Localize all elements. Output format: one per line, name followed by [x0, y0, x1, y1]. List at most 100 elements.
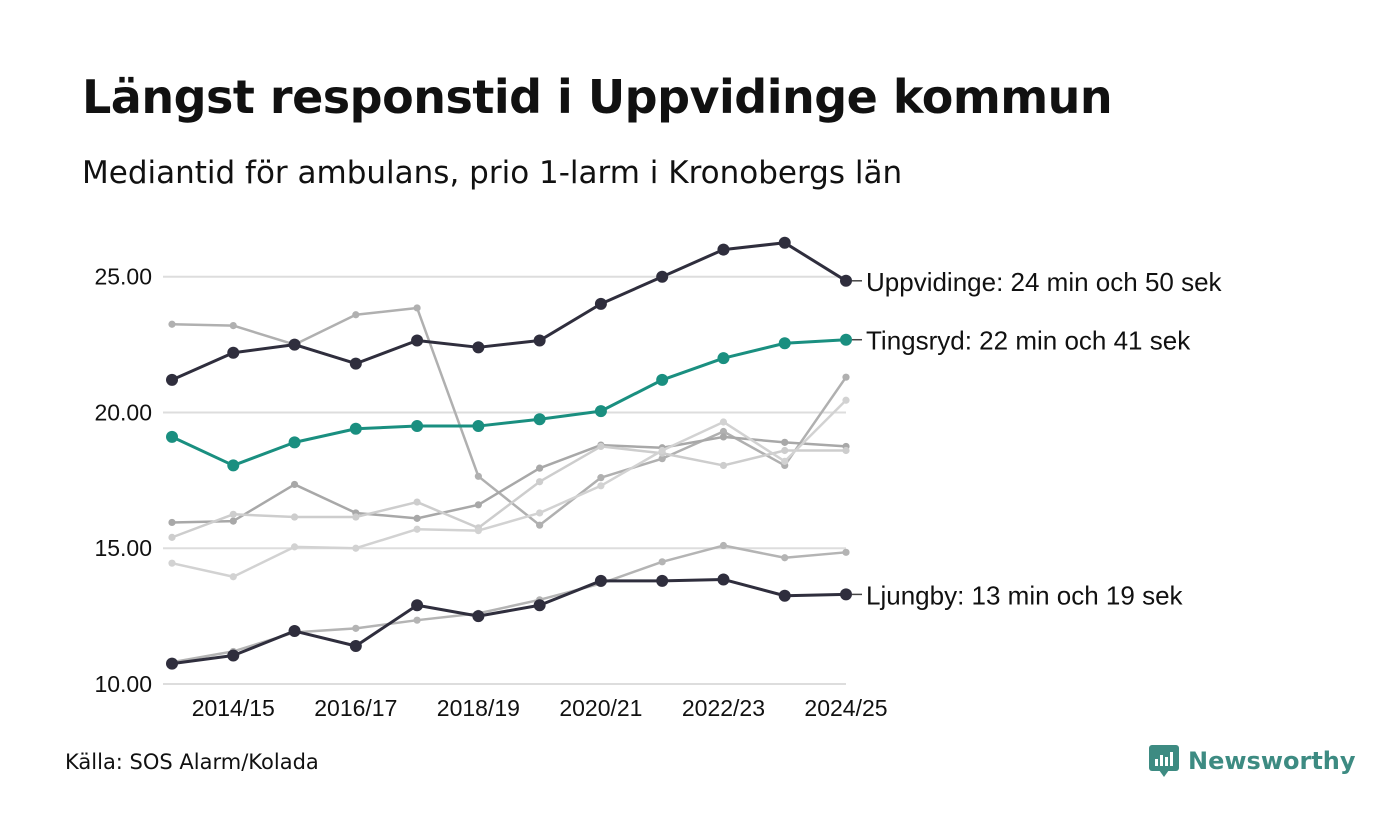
series-line: [171, 306, 848, 527]
data-point: [536, 464, 544, 472]
series-line: [171, 241, 847, 382]
data-point: [290, 513, 299, 521]
newsworthy-logo-icon: [1149, 745, 1179, 777]
data-point: [597, 482, 605, 490]
data-point: [168, 320, 176, 328]
data-point: [413, 304, 421, 312]
data-point: [352, 513, 360, 521]
data-point: [166, 657, 178, 670]
gridlines: [163, 275, 846, 685]
series-line: [171, 435, 847, 524]
series-ljungby: [166, 573, 852, 670]
data-point: [594, 297, 607, 310]
data-point: [533, 599, 546, 612]
data-point: [288, 625, 301, 638]
data-point: [719, 427, 728, 436]
data-point: [719, 541, 728, 550]
data-point: [781, 438, 789, 446]
data-point: [536, 509, 544, 517]
series-övrig-kommun-2: [168, 433, 850, 527]
data-point: [229, 510, 237, 518]
data-point: [656, 574, 669, 587]
data-point: [229, 517, 237, 525]
data-point: [349, 639, 362, 652]
data-point: [536, 478, 544, 486]
data-point: [227, 459, 240, 472]
series-tingsryd: [166, 333, 852, 472]
series-line: [171, 445, 846, 539]
series-lines: [166, 236, 852, 670]
data-point: [719, 433, 728, 441]
data-point: [656, 270, 669, 283]
data-point: [656, 373, 669, 386]
data-point: [472, 420, 485, 433]
series-end-label: Ljungby: 13 min och 19 sek: [866, 580, 1184, 610]
series-line: [171, 544, 847, 664]
source-note: Källa: SOS Alarm/Kolada: [65, 750, 319, 774]
series-end-label: Uppvidinge: 24 min och 50 sek: [866, 267, 1223, 297]
data-point: [842, 396, 850, 404]
data-point: [472, 610, 485, 623]
data-point: [413, 514, 421, 522]
data-point: [413, 525, 421, 533]
series-line: [171, 399, 847, 579]
data-point: [778, 589, 791, 602]
data-point: [349, 422, 362, 435]
data-point: [352, 311, 360, 319]
data-point: [536, 521, 544, 529]
brand-logo[interactable]: Newsworthy: [1148, 744, 1356, 778]
series-övrig-kommun-1: [168, 304, 850, 529]
data-point: [290, 543, 299, 551]
data-point: [842, 446, 850, 455]
series-line: [171, 338, 847, 467]
data-point: [166, 430, 178, 443]
chart-title: Längst responstid i Uppvidinge kommun: [82, 70, 1113, 124]
data-point: [474, 526, 482, 535]
data-point: [227, 346, 240, 359]
data-point: [781, 554, 789, 562]
chart-subtitle: Mediantid för ambulans, prio 1-larm i Kr…: [82, 155, 903, 191]
series-line: [171, 577, 847, 666]
data-point: [594, 574, 607, 587]
data-point: [840, 274, 852, 287]
brand-name: Newsworthy: [1188, 747, 1356, 775]
data-point: [288, 436, 301, 449]
data-point: [533, 413, 546, 426]
series-övrig-kommun-5: [168, 541, 850, 666]
y-tick-label: 10.00: [94, 671, 152, 697]
data-point: [717, 243, 730, 256]
y-tick-label: 25.00: [94, 264, 152, 290]
data-point: [227, 649, 240, 662]
data-point: [229, 573, 237, 581]
data-point: [658, 446, 666, 455]
data-point: [840, 588, 852, 601]
data-point: [472, 341, 485, 354]
data-point: [594, 405, 607, 418]
data-point: [411, 599, 424, 612]
data-point: [658, 455, 666, 463]
data-point: [166, 373, 178, 386]
data-point: [288, 338, 301, 351]
data-point: [474, 501, 482, 509]
data-point: [349, 357, 362, 370]
data-point: [352, 544, 360, 552]
data-point: [413, 498, 421, 506]
data-point: [719, 418, 728, 426]
data-point: [474, 472, 482, 480]
data-point: [658, 558, 666, 566]
data-point: [411, 334, 424, 347]
series-övrig-kommun-3: [168, 442, 850, 541]
y-axis-ticks: 10.00 15.00 20.00 25.00: [94, 264, 152, 697]
data-point: [840, 333, 852, 346]
data-point: [168, 533, 176, 541]
data-point: [413, 616, 421, 624]
series-end-label: Tingsryd: 22 min och 41 sek: [866, 326, 1191, 356]
x-tick-label: 2016/17: [314, 695, 397, 721]
data-point: [717, 352, 730, 365]
data-point: [533, 334, 546, 347]
x-tick-label: 2014/15: [192, 695, 275, 721]
data-point: [290, 480, 299, 489]
x-tick-label: 2022/23: [682, 695, 765, 721]
data-point: [842, 548, 850, 556]
